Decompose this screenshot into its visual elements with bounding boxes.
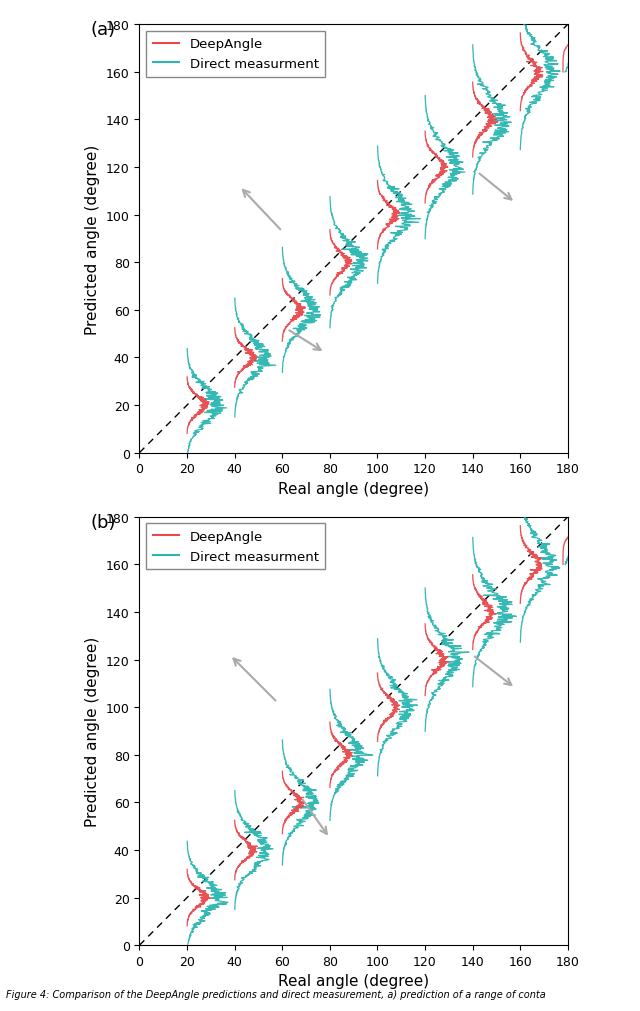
Legend: DeepAngle, Direct measurment: DeepAngle, Direct measurment [146, 524, 325, 570]
Text: (a): (a) [90, 21, 115, 39]
Text: Figure 4: Comparison of the DeepAngle predictions and direct measurement, a) pre: Figure 4: Comparison of the DeepAngle pr… [6, 989, 546, 999]
Legend: DeepAngle, Direct measurment: DeepAngle, Direct measurment [146, 32, 325, 78]
X-axis label: Real angle (degree): Real angle (degree) [278, 974, 429, 989]
Y-axis label: Predicted angle (degree): Predicted angle (degree) [85, 636, 100, 826]
X-axis label: Real angle (degree): Real angle (degree) [278, 481, 429, 496]
Text: (b): (b) [90, 514, 116, 531]
Y-axis label: Predicted angle (degree): Predicted angle (degree) [85, 145, 100, 335]
